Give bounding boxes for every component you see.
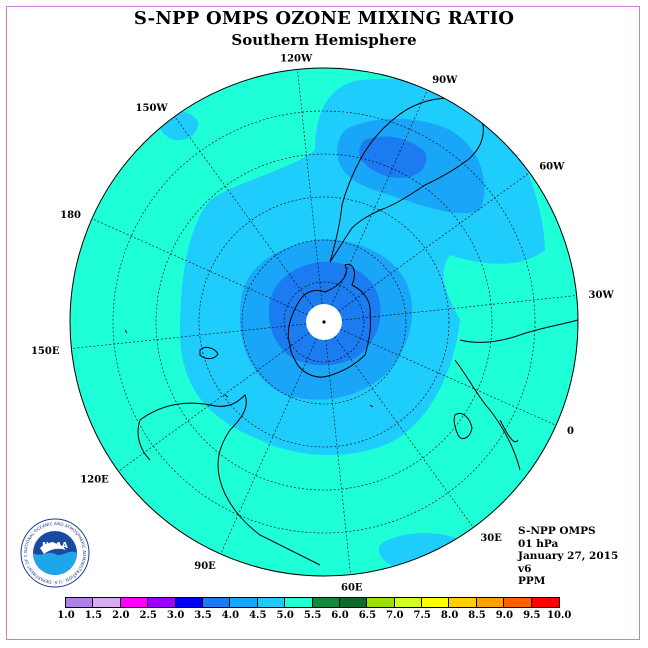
longitude-label: 120W [280, 53, 313, 64]
south-pole-marker [322, 320, 326, 324]
colorbar-swatch [202, 598, 231, 607]
colorbar-tick-label: 5.0 [276, 610, 294, 621]
colorbar-tick-label: 8.0 [440, 610, 459, 621]
colorbar-swatch [312, 598, 340, 607]
meridian-line [325, 339, 351, 575]
colorbar-tick-label: 2.5 [139, 610, 157, 621]
longitude-label: 30W [589, 290, 615, 301]
colorbar-tick-label: 5.5 [303, 610, 322, 621]
info-units: PPM [518, 575, 546, 587]
colorbar-swatch [66, 598, 94, 607]
meridian-line [297, 69, 323, 305]
longitude-label: 90W [432, 75, 458, 86]
colorbar-tick-label: 4.5 [249, 610, 267, 621]
longitude-label: 180 [60, 210, 81, 221]
colorbar-swatch [148, 598, 176, 607]
info-block: S-NPP OMPS 01 hPa January 27, 2015 v6 PP… [518, 525, 618, 588]
colorbar-tick-label: 7.0 [386, 610, 404, 621]
meridian-line [341, 295, 577, 321]
colorbar-tick-label: 4.0 [221, 610, 240, 621]
meridian-line [174, 116, 314, 308]
colorbar-tick-label: 6.0 [331, 610, 349, 621]
meridian-line [71, 323, 307, 349]
map-border [69, 67, 579, 577]
meridian-line [340, 329, 557, 426]
colorbar-swatch [449, 598, 477, 607]
colorbar-tick-label: 9.0 [495, 610, 514, 621]
info-version: v6 [518, 562, 532, 575]
colorbar-tick-label: 1.0 [57, 610, 75, 621]
longitude-label: 150W [136, 103, 169, 114]
colorbar-tick-label: 10.0 [547, 610, 572, 621]
colorbar-swatch [120, 598, 149, 607]
colorbar-swatch [93, 598, 121, 607]
colorbar [65, 597, 561, 608]
info-product: S-NPP OMPS [518, 525, 596, 537]
longitude-label: 90E [194, 561, 216, 572]
colorbar-tick-label: 1.5 [84, 610, 103, 621]
colorbar-swatch [339, 598, 368, 607]
logo-noaa-text: NOAA [42, 541, 68, 550]
meridian-line [331, 89, 428, 306]
page-frame [6, 6, 640, 640]
page-subtitle: Southern Hemisphere [231, 31, 417, 49]
longitude-label: 150E [31, 346, 60, 357]
colorbar-swatch [175, 598, 203, 607]
longitude-label: 60E [341, 583, 363, 594]
longitude-labels: 90W 60W 30W 0 30E 60E 90E 120E 150E 180 150W 120W [31, 53, 615, 593]
colorbar-swatch [531, 598, 560, 607]
info-level: 01 hPa [518, 537, 559, 550]
noaa-logo: NATIONAL OCEANIC AND ATMOSPHERIC ADMINIS… [20, 518, 90, 588]
colorbar-swatch [476, 598, 505, 607]
colorbar-tick-label: 8.5 [468, 610, 486, 621]
colorbar-tick-label: 7.5 [413, 610, 431, 621]
longitude-label: 60W [539, 162, 565, 173]
colorbar-tick-label: 2.0 [112, 610, 130, 621]
coastlines [124, 97, 578, 566]
meridian-line [118, 332, 310, 472]
colorbar-tick-label: 3.0 [166, 610, 185, 621]
colorbar-tick-label: 3.5 [194, 610, 212, 621]
colorbar-swatch [394, 598, 423, 607]
graticule [71, 69, 577, 575]
ozone-contour-3-0-north [359, 136, 427, 178]
colorbar-tick-label: 9.5 [523, 610, 541, 621]
colorbar-swatch [257, 598, 286, 607]
colorbar-swatch [367, 598, 395, 607]
colorbar-swatch [230, 598, 258, 607]
longitude-label: 0 [567, 426, 574, 437]
meridian-line [91, 218, 308, 315]
meridian-line [220, 338, 317, 555]
meridian-line [334, 336, 474, 528]
colorbar-swatch [285, 598, 313, 607]
info-date: January 27, 2015 [518, 550, 619, 562]
page-title: S-NPP OMPS OZONE MIXING RATIO [133, 8, 515, 29]
meridian-line [338, 172, 530, 312]
longitude-label: 30E [480, 533, 502, 544]
colorbar-tick-label: 6.5 [358, 610, 377, 621]
longitude-label: 120E [80, 474, 109, 485]
colorbar-swatch [504, 598, 532, 607]
colorbar-swatch [422, 598, 450, 607]
